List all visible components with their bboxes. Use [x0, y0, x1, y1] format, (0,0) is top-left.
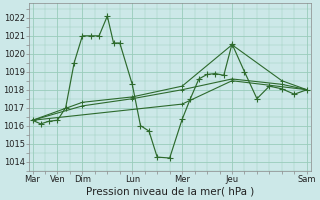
- X-axis label: Pression niveau de la mer( hPa ): Pression niveau de la mer( hPa ): [85, 187, 254, 197]
